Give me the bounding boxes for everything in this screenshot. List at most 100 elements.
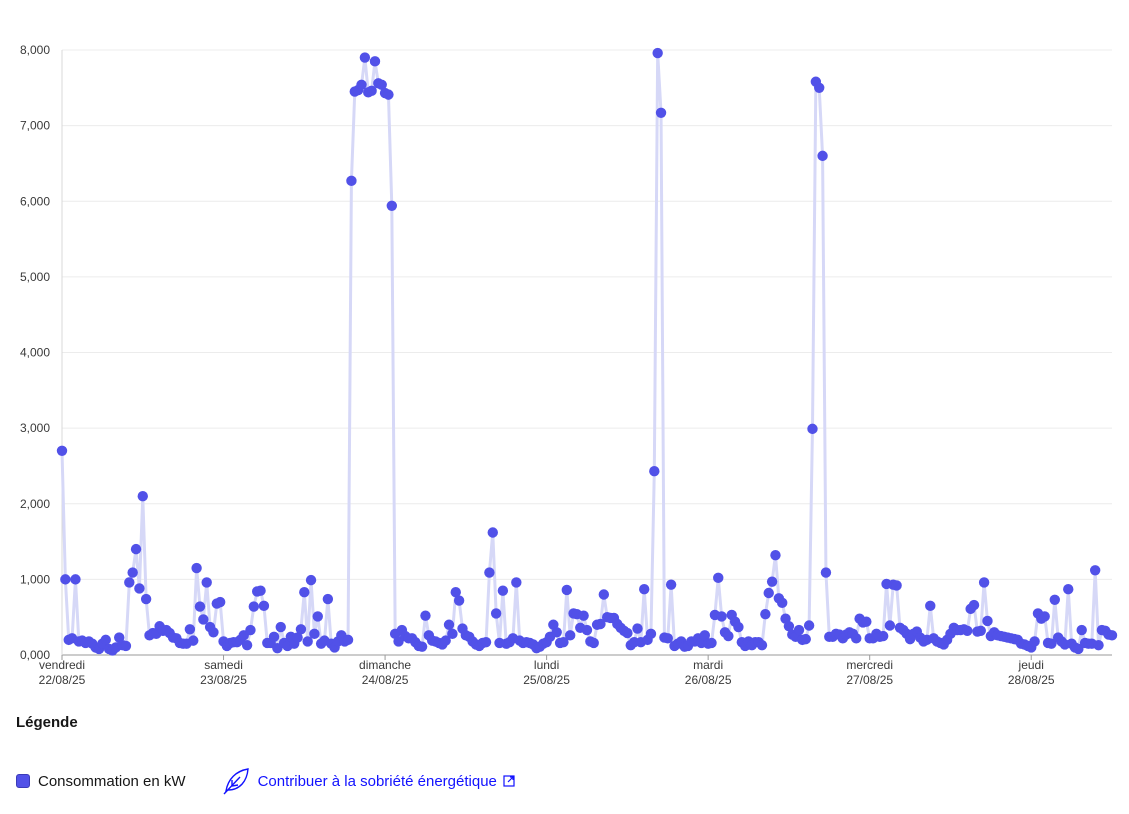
data-point[interactable] bbox=[134, 583, 144, 593]
data-point[interactable] bbox=[202, 577, 212, 587]
data-point[interactable] bbox=[195, 601, 205, 611]
data-point[interactable] bbox=[622, 628, 632, 638]
data-point[interactable] bbox=[713, 573, 723, 583]
data-point[interactable] bbox=[801, 634, 811, 644]
data-point[interactable] bbox=[242, 640, 252, 650]
data-point[interactable] bbox=[101, 635, 111, 645]
data-point[interactable] bbox=[885, 620, 895, 630]
data-point[interactable] bbox=[666, 579, 676, 589]
data-point[interactable] bbox=[343, 635, 353, 645]
data-point[interactable] bbox=[861, 617, 871, 627]
data-point[interactable] bbox=[639, 584, 649, 594]
data-point[interactable] bbox=[649, 466, 659, 476]
data-point[interactable] bbox=[141, 594, 151, 604]
data-point[interactable] bbox=[313, 611, 323, 621]
data-point[interactable] bbox=[245, 625, 255, 635]
data-point[interactable] bbox=[794, 625, 804, 635]
data-point[interactable] bbox=[511, 577, 521, 587]
data-point[interactable] bbox=[804, 620, 814, 630]
data-point[interactable] bbox=[706, 638, 716, 648]
data-point[interactable] bbox=[306, 575, 316, 585]
data-point[interactable] bbox=[299, 587, 309, 597]
data-point[interactable] bbox=[764, 588, 774, 598]
data-point[interactable] bbox=[599, 589, 609, 599]
data-point[interactable] bbox=[578, 610, 588, 620]
data-point[interactable] bbox=[276, 622, 286, 632]
data-point[interactable] bbox=[925, 601, 935, 611]
data-point[interactable] bbox=[259, 601, 269, 611]
data-point[interactable] bbox=[1029, 636, 1039, 646]
data-point[interactable] bbox=[962, 626, 972, 636]
data-point[interactable] bbox=[646, 629, 656, 639]
data-point[interactable] bbox=[969, 600, 979, 610]
data-point[interactable] bbox=[249, 601, 259, 611]
data-point[interactable] bbox=[1050, 595, 1060, 605]
data-point[interactable] bbox=[255, 586, 265, 596]
data-point[interactable] bbox=[979, 577, 989, 587]
data-point[interactable] bbox=[454, 595, 464, 605]
data-point[interactable] bbox=[777, 598, 787, 608]
energy-sobriety-link[interactable]: Contribuer à la sobriété énergétique bbox=[220, 765, 515, 797]
data-point[interactable] bbox=[208, 627, 218, 637]
data-point[interactable] bbox=[383, 89, 393, 99]
data-point[interactable] bbox=[121, 641, 131, 651]
data-point[interactable] bbox=[565, 630, 575, 640]
data-point[interactable] bbox=[360, 52, 370, 62]
data-point[interactable] bbox=[821, 567, 831, 577]
data-point[interactable] bbox=[733, 622, 743, 632]
data-point[interactable] bbox=[491, 608, 501, 618]
data-point[interactable] bbox=[57, 446, 67, 456]
data-point[interactable] bbox=[1063, 584, 1073, 594]
data-point[interactable] bbox=[757, 640, 767, 650]
data-point[interactable] bbox=[851, 633, 861, 643]
data-point[interactable] bbox=[767, 576, 777, 586]
data-point[interactable] bbox=[770, 550, 780, 560]
data-point[interactable] bbox=[484, 567, 494, 577]
data-point[interactable] bbox=[562, 585, 572, 595]
data-point[interactable] bbox=[481, 637, 491, 647]
data-point[interactable] bbox=[807, 424, 817, 434]
data-point[interactable] bbox=[488, 527, 498, 537]
data-point[interactable] bbox=[188, 635, 198, 645]
data-point[interactable] bbox=[716, 611, 726, 621]
data-point[interactable] bbox=[1077, 625, 1087, 635]
data-point[interactable] bbox=[269, 632, 279, 642]
data-point[interactable] bbox=[582, 625, 592, 635]
data-point[interactable] bbox=[124, 577, 134, 587]
data-point[interactable] bbox=[131, 544, 141, 554]
data-point[interactable] bbox=[215, 597, 225, 607]
data-point[interactable] bbox=[387, 201, 397, 211]
data-point[interactable] bbox=[417, 641, 427, 651]
data-point[interactable] bbox=[70, 574, 80, 584]
data-point[interactable] bbox=[1107, 630, 1117, 640]
data-point[interactable] bbox=[346, 176, 356, 186]
data-point[interactable] bbox=[589, 638, 599, 648]
data-point[interactable] bbox=[656, 108, 666, 118]
data-point[interactable] bbox=[891, 580, 901, 590]
data-point[interactable] bbox=[760, 609, 770, 619]
data-point[interactable] bbox=[817, 151, 827, 161]
data-point[interactable] bbox=[127, 567, 137, 577]
data-point[interactable] bbox=[652, 48, 662, 58]
data-point[interactable] bbox=[191, 563, 201, 573]
data-point[interactable] bbox=[1090, 565, 1100, 575]
data-point[interactable] bbox=[447, 629, 457, 639]
data-point[interactable] bbox=[723, 631, 733, 641]
data-point[interactable] bbox=[138, 491, 148, 501]
data-point[interactable] bbox=[185, 624, 195, 634]
data-point[interactable] bbox=[632, 623, 642, 633]
data-point[interactable] bbox=[552, 627, 562, 637]
data-point[interactable] bbox=[982, 616, 992, 626]
data-point[interactable] bbox=[420, 610, 430, 620]
data-point[interactable] bbox=[976, 626, 986, 636]
data-point[interactable] bbox=[60, 574, 70, 584]
data-point[interactable] bbox=[444, 620, 454, 630]
data-point[interactable] bbox=[296, 624, 306, 634]
data-point[interactable] bbox=[498, 586, 508, 596]
data-point[interactable] bbox=[309, 629, 319, 639]
data-point[interactable] bbox=[323, 594, 333, 604]
data-point[interactable] bbox=[1039, 611, 1049, 621]
data-point[interactable] bbox=[370, 56, 380, 66]
data-point[interactable] bbox=[878, 631, 888, 641]
data-point[interactable] bbox=[814, 83, 824, 93]
